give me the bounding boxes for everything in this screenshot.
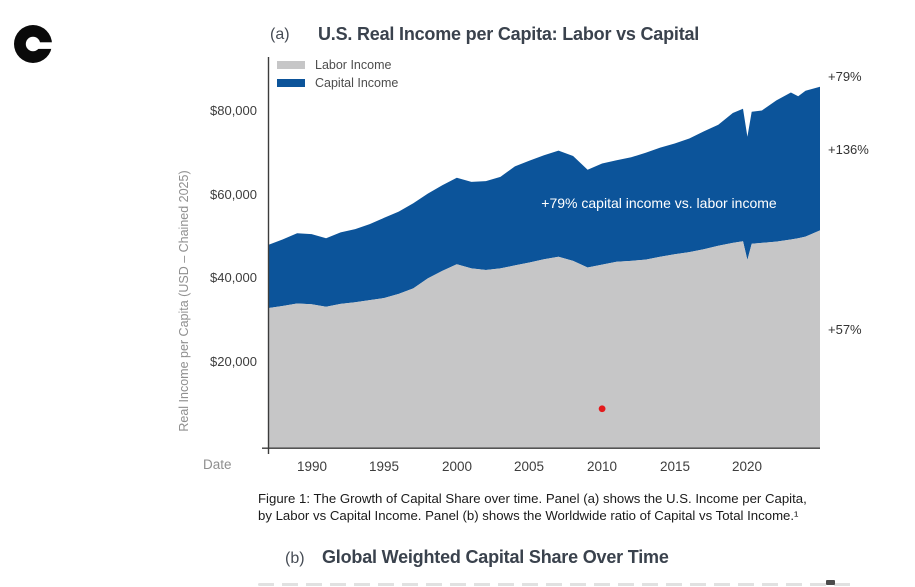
x-tick-label: 2010: [586, 459, 618, 474]
x-tick-label: 1995: [368, 459, 400, 474]
y-tick-label: $40,000: [210, 270, 257, 285]
x-tick-label: 2015: [659, 459, 691, 474]
c-logo-icon: [14, 25, 52, 63]
capital-income-area: [268, 86, 820, 309]
x-tick-label: 2020: [731, 459, 763, 474]
x-axis-title: Date: [203, 457, 232, 472]
panel-a-label: (a): [270, 26, 290, 43]
legend-item-capital-income: Capital Income: [277, 74, 398, 92]
panel-b-label: (b): [285, 550, 305, 567]
y-axis-title: Real Income per Capita (USD – Chained 20…: [177, 170, 191, 432]
figure-caption: Figure 1: The Growth of Capital Share ov…: [258, 490, 873, 524]
axis-lines: [262, 57, 820, 454]
y-tick-label: $80,000: [210, 103, 257, 118]
legend-item-labor-income: Labor Income: [277, 56, 398, 74]
next-panel-cropped-mark: [826, 580, 835, 585]
legend-swatch: [277, 79, 305, 87]
caption-line-1: Figure 1: The Growth of Capital Share ov…: [258, 491, 807, 506]
panel-b-title: Global Weighted Capital Share Over Time: [322, 547, 669, 567]
x-tick-label: 2000: [441, 459, 473, 474]
legend-label: Labor Income: [315, 58, 392, 72]
c-logo-glyph: [14, 25, 52, 63]
labor-income-area: [268, 230, 820, 448]
chart-legend: Labor Income Capital Income: [277, 56, 398, 92]
y-tick-label: $60,000: [210, 187, 257, 202]
growth-annotation-total: +79%: [828, 69, 862, 84]
caption-line-2: by Labor vs Capital Income. Panel (b) sh…: [258, 508, 799, 523]
in-chart-annotation: +79% capital income vs. labor income: [541, 195, 777, 211]
legend-label: Capital Income: [315, 76, 399, 90]
x-tick-label: 2005: [513, 459, 545, 474]
x-tick-label: 1990: [296, 459, 328, 474]
y-tick-label: $20,000: [210, 354, 257, 369]
next-panel-cropped-strip: [258, 583, 854, 586]
growth-annotation-capital: +136%: [828, 142, 869, 157]
panel-a-title: U.S. Real Income per Capita: Labor vs Ca…: [318, 24, 700, 44]
red-marker-dot: [598, 405, 606, 413]
legend-swatch: [277, 61, 305, 69]
growth-annotation-labor: +57%: [828, 322, 862, 337]
